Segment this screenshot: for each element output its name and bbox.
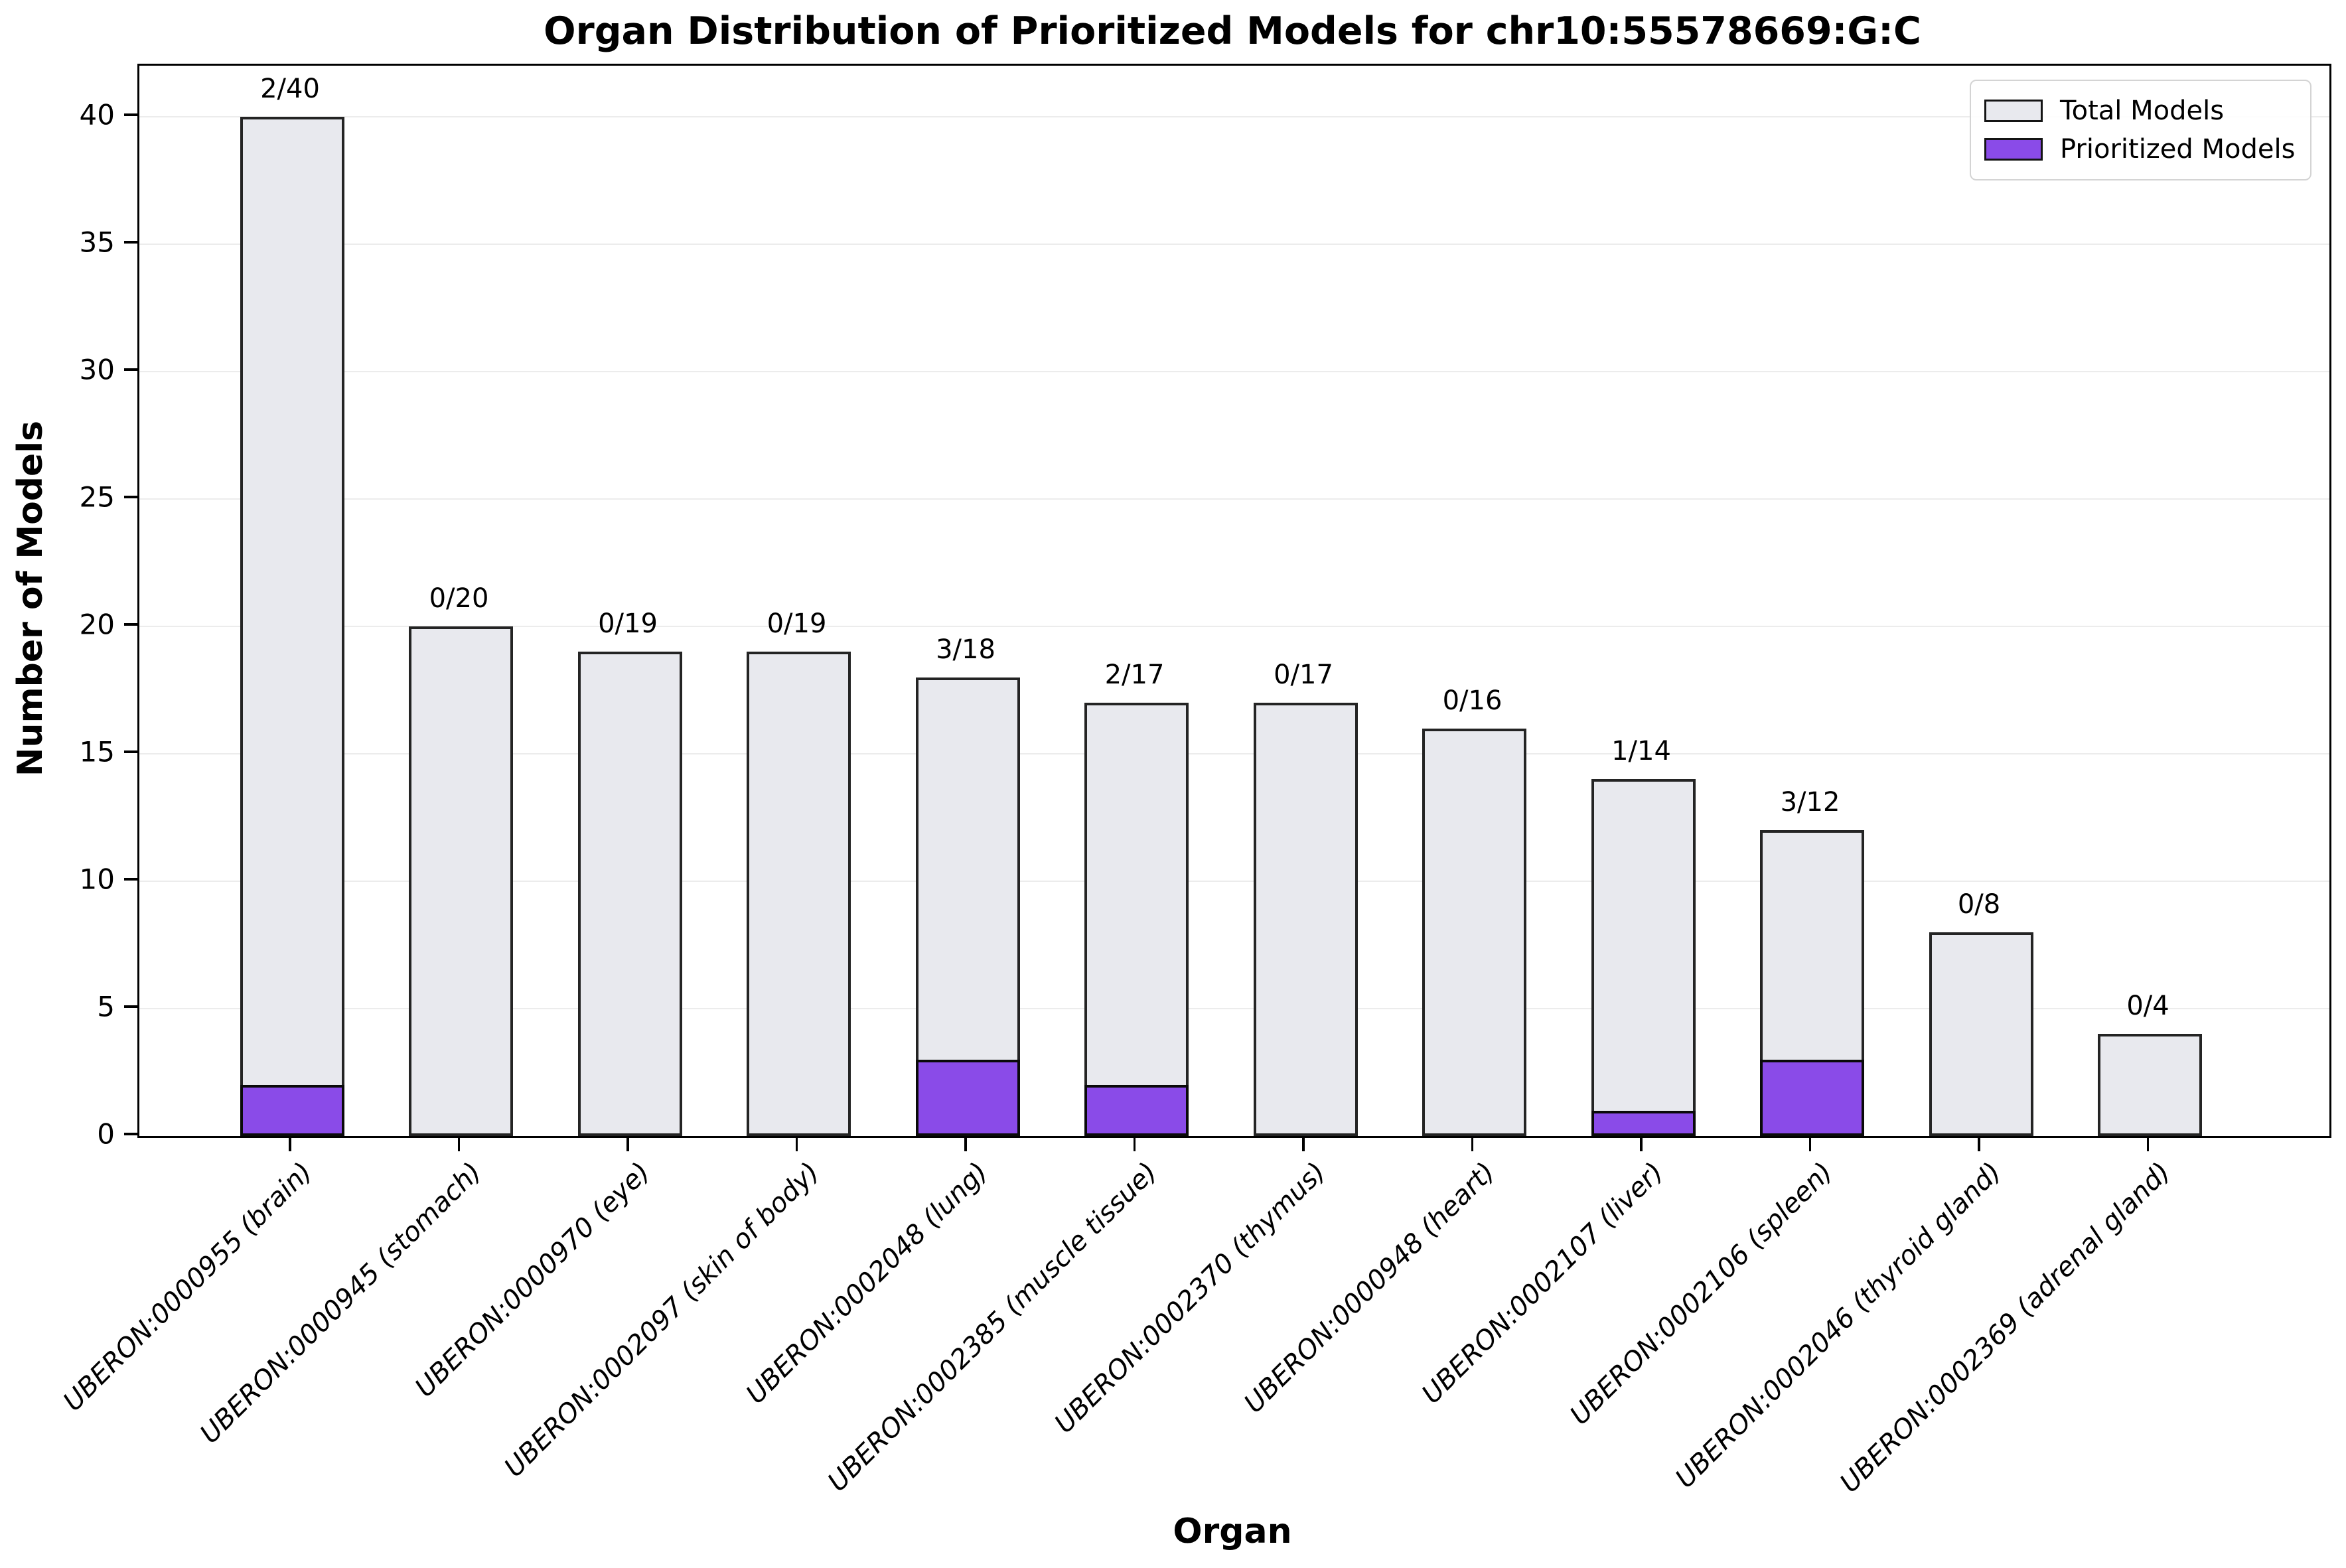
y-tick-label: 35: [79, 226, 115, 259]
y-tick-label: 5: [97, 990, 115, 1023]
y-tick-mark: [124, 368, 137, 371]
bar-prioritized: [240, 1085, 344, 1136]
y-tick-mark: [124, 113, 137, 116]
bar-annotation: 1/14: [1611, 736, 1671, 767]
x-tick-mark: [626, 1136, 629, 1151]
y-tick-label: 0: [97, 1117, 115, 1151]
gridline: [139, 115, 2329, 118]
y-tick-label: 10: [79, 863, 115, 896]
legend-item-total: Total Models: [1984, 92, 2297, 130]
x-axis-label: Organ: [1173, 1512, 1292, 1551]
bar-annotation: 0/8: [1957, 889, 2001, 920]
x-tick-mark: [2146, 1136, 2150, 1151]
gridline: [139, 1007, 2329, 1010]
gridline: [139, 625, 2329, 628]
bar-total: [2098, 1034, 2202, 1136]
bar-total: [1253, 703, 1358, 1136]
bar-annotation: 0/17: [1274, 660, 1333, 691]
legend-swatch-total-models: [1984, 100, 2043, 122]
x-tick-mark: [964, 1136, 967, 1151]
x-tick-mark: [1471, 1136, 1474, 1151]
bar-prioritized: [915, 1059, 1020, 1136]
x-tick-mark: [1133, 1136, 1136, 1151]
x-tick-mark: [457, 1136, 461, 1151]
bar-annotation: 0/19: [767, 608, 827, 640]
y-tick-label: 15: [79, 735, 115, 768]
bar-total: [409, 626, 513, 1136]
bar-prioritized: [1760, 1059, 1864, 1136]
bar-annotation: 2/17: [1104, 660, 1165, 691]
legend-label-total-models: Total Models: [2060, 96, 2225, 126]
y-tick-mark: [124, 1005, 137, 1008]
legend-item-prioritized: Prioritized Models: [1984, 130, 2297, 169]
plot-area: [137, 64, 2331, 1138]
x-tick-mark: [1640, 1136, 1643, 1151]
gridline: [139, 752, 2329, 755]
y-tick-mark: [124, 496, 137, 498]
bar-total: [1929, 932, 2033, 1136]
y-tick-mark: [124, 241, 137, 244]
bar-prioritized: [1591, 1110, 1696, 1136]
gridline: [139, 880, 2329, 883]
legend-swatch-prioritized-models: [1984, 138, 2043, 161]
bar-total: [1591, 779, 1696, 1136]
y-tick-label: 20: [79, 608, 115, 641]
bar-annotation: 2/40: [260, 73, 320, 104]
x-tick-mark: [1302, 1136, 1305, 1151]
bar-total: [577, 652, 682, 1136]
y-tick-mark: [124, 623, 137, 626]
gridline: [139, 243, 2329, 246]
bar-annotation: 0/19: [598, 608, 658, 640]
y-tick-mark: [124, 878, 137, 881]
bar-prioritized: [1084, 1085, 1189, 1136]
x-tick-mark: [1978, 1136, 1980, 1151]
bar-annotation: 3/12: [1780, 787, 1840, 818]
y-tick-label: 25: [79, 480, 115, 514]
bar-annotation: 3/18: [936, 634, 995, 665]
x-tick-mark: [795, 1136, 798, 1151]
legend: Total Models Prioritized Models: [1970, 80, 2311, 180]
y-tick-mark: [124, 750, 137, 753]
legend-label-prioritized-models: Prioritized Models: [2060, 134, 2296, 165]
gridline: [139, 370, 2329, 373]
bar-total: [915, 677, 1020, 1136]
bar-total: [240, 116, 344, 1136]
y-tick-label: 40: [79, 98, 115, 131]
bar-total: [1422, 728, 1526, 1136]
y-tick-label: 30: [79, 353, 115, 386]
bar-total: [1084, 703, 1189, 1136]
bar-total: [747, 652, 851, 1136]
bar-annotation: 0/16: [1442, 685, 1503, 716]
x-tick-mark: [1808, 1136, 1812, 1151]
x-tick-label: UBERON:0002369 (adrenal gland): [1834, 1157, 2177, 1499]
gridline: [139, 498, 2329, 500]
chart-title: Organ Distribution of Prioritized Models…: [544, 9, 1921, 53]
y-tick-mark: [124, 1133, 137, 1135]
x-tick-mark: [289, 1136, 291, 1151]
bar-annotation: 0/4: [2126, 991, 2169, 1022]
y-axis-label: Number of Models: [11, 420, 50, 777]
bar-annotation: 0/20: [429, 583, 489, 614]
